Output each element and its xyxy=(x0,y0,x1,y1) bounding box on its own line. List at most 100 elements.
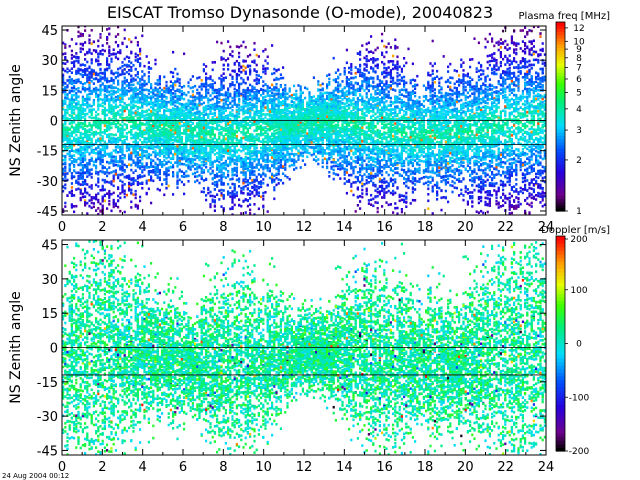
heatmap-cell xyxy=(73,108,76,112)
heatmap-cell xyxy=(176,116,179,119)
heatmap-cell xyxy=(238,198,241,201)
heatmap-cell xyxy=(150,110,153,113)
heatmap-cell xyxy=(169,127,172,131)
heatmap-cell xyxy=(64,135,67,139)
heatmap-cell xyxy=(178,131,181,134)
heatmap-cell xyxy=(106,94,109,98)
heatmap-cell xyxy=(207,104,210,108)
heatmap-cell xyxy=(88,38,91,42)
heatmap-cell xyxy=(145,154,148,157)
heatmap-cell xyxy=(134,36,137,40)
heatmap-cell xyxy=(64,112,67,116)
heatmap-cell xyxy=(75,150,78,154)
heatmap-cell xyxy=(119,132,122,136)
heatmap-cell xyxy=(147,137,150,141)
heatmap-cell xyxy=(220,93,223,96)
heatmap-cell xyxy=(238,73,241,77)
heatmap-cell xyxy=(180,175,183,178)
heatmap-cell xyxy=(70,61,73,64)
heatmap-cell xyxy=(174,139,177,143)
heatmap-cell xyxy=(97,44,100,48)
heatmap-cell xyxy=(97,185,100,188)
heatmap-cell xyxy=(92,101,95,104)
heatmap-cell xyxy=(117,125,120,129)
heatmap-cell xyxy=(106,61,109,65)
heatmap-cell xyxy=(136,71,139,74)
heatmap-cell xyxy=(198,128,201,132)
heatmap-cell xyxy=(156,115,159,119)
heatmap-cell xyxy=(64,144,67,147)
heatmap-cell xyxy=(145,82,148,86)
heatmap-cell xyxy=(101,131,104,134)
heatmap-cell xyxy=(145,162,148,165)
heatmap-cell xyxy=(187,108,190,112)
heatmap-cell xyxy=(246,111,249,115)
heatmap-cell xyxy=(207,101,210,104)
heatmap-cell xyxy=(176,97,179,101)
heatmap-cell xyxy=(191,150,194,154)
heatmap-cell xyxy=(70,53,73,57)
heatmap-cell xyxy=(152,89,155,92)
heatmap-cell xyxy=(216,165,219,169)
heatmap-cell xyxy=(150,120,153,123)
heatmap-cell xyxy=(90,201,93,205)
heatmap-cell xyxy=(90,137,93,141)
heatmap-cell xyxy=(165,168,168,171)
heatmap-cell xyxy=(136,128,139,131)
heatmap-cell xyxy=(194,158,197,161)
heatmap-cell xyxy=(62,41,65,45)
heatmap-cell xyxy=(233,183,236,186)
heatmap-cell xyxy=(169,161,172,164)
heatmap-cell xyxy=(66,67,69,71)
heatmap-cell xyxy=(143,123,146,126)
heatmap-cell xyxy=(183,154,186,158)
heatmap-cell xyxy=(95,194,98,197)
heatmap-cell xyxy=(88,185,91,189)
heatmap-cell xyxy=(106,113,109,117)
heatmap-cell xyxy=(106,108,109,112)
heatmap-cell xyxy=(99,103,102,107)
heatmap-cell xyxy=(79,109,82,113)
heatmap-cell xyxy=(70,114,73,118)
heatmap-cell xyxy=(235,94,238,98)
heatmap-cell xyxy=(147,71,150,74)
heatmap-cell xyxy=(238,177,241,181)
heatmap-cell xyxy=(141,114,144,117)
heatmap-cell xyxy=(64,126,67,129)
heatmap-cell xyxy=(224,115,227,119)
heatmap-cell xyxy=(218,189,221,192)
heatmap-cell xyxy=(187,149,190,152)
heatmap-cell xyxy=(220,188,223,192)
heatmap-cell xyxy=(194,125,197,128)
heatmap-cell xyxy=(198,157,201,161)
heatmap-cell xyxy=(84,148,87,151)
heatmap-cell xyxy=(172,135,175,138)
heatmap-cell xyxy=(229,149,232,152)
heatmap-cell xyxy=(130,163,133,167)
heatmap-cell xyxy=(86,67,89,71)
heatmap-cell xyxy=(161,131,164,134)
heatmap-cell xyxy=(90,151,93,154)
heatmap-cell xyxy=(222,175,225,178)
heatmap-cell xyxy=(77,157,80,160)
heatmap-cell xyxy=(213,136,216,140)
heatmap-cell xyxy=(246,130,249,134)
heatmap-cell xyxy=(156,187,159,191)
heatmap-cell xyxy=(238,112,241,115)
heatmap-cell xyxy=(79,189,82,192)
heatmap-cell xyxy=(154,155,157,159)
heatmap-cell xyxy=(145,146,148,150)
heatmap-cell xyxy=(110,76,113,80)
heatmap-cell xyxy=(132,93,135,97)
heatmap-cell xyxy=(73,65,76,68)
heatmap-cell xyxy=(90,76,93,79)
heatmap-cell xyxy=(134,113,137,117)
heatmap-cell xyxy=(108,137,111,140)
heatmap-cell xyxy=(233,130,236,133)
heatmap-cell xyxy=(95,171,98,175)
heatmap-cell xyxy=(189,114,192,117)
heatmap-cell xyxy=(242,164,245,168)
heatmap-cell xyxy=(187,164,190,167)
heatmap-cell xyxy=(73,149,76,153)
heatmap-cell xyxy=(90,126,93,129)
